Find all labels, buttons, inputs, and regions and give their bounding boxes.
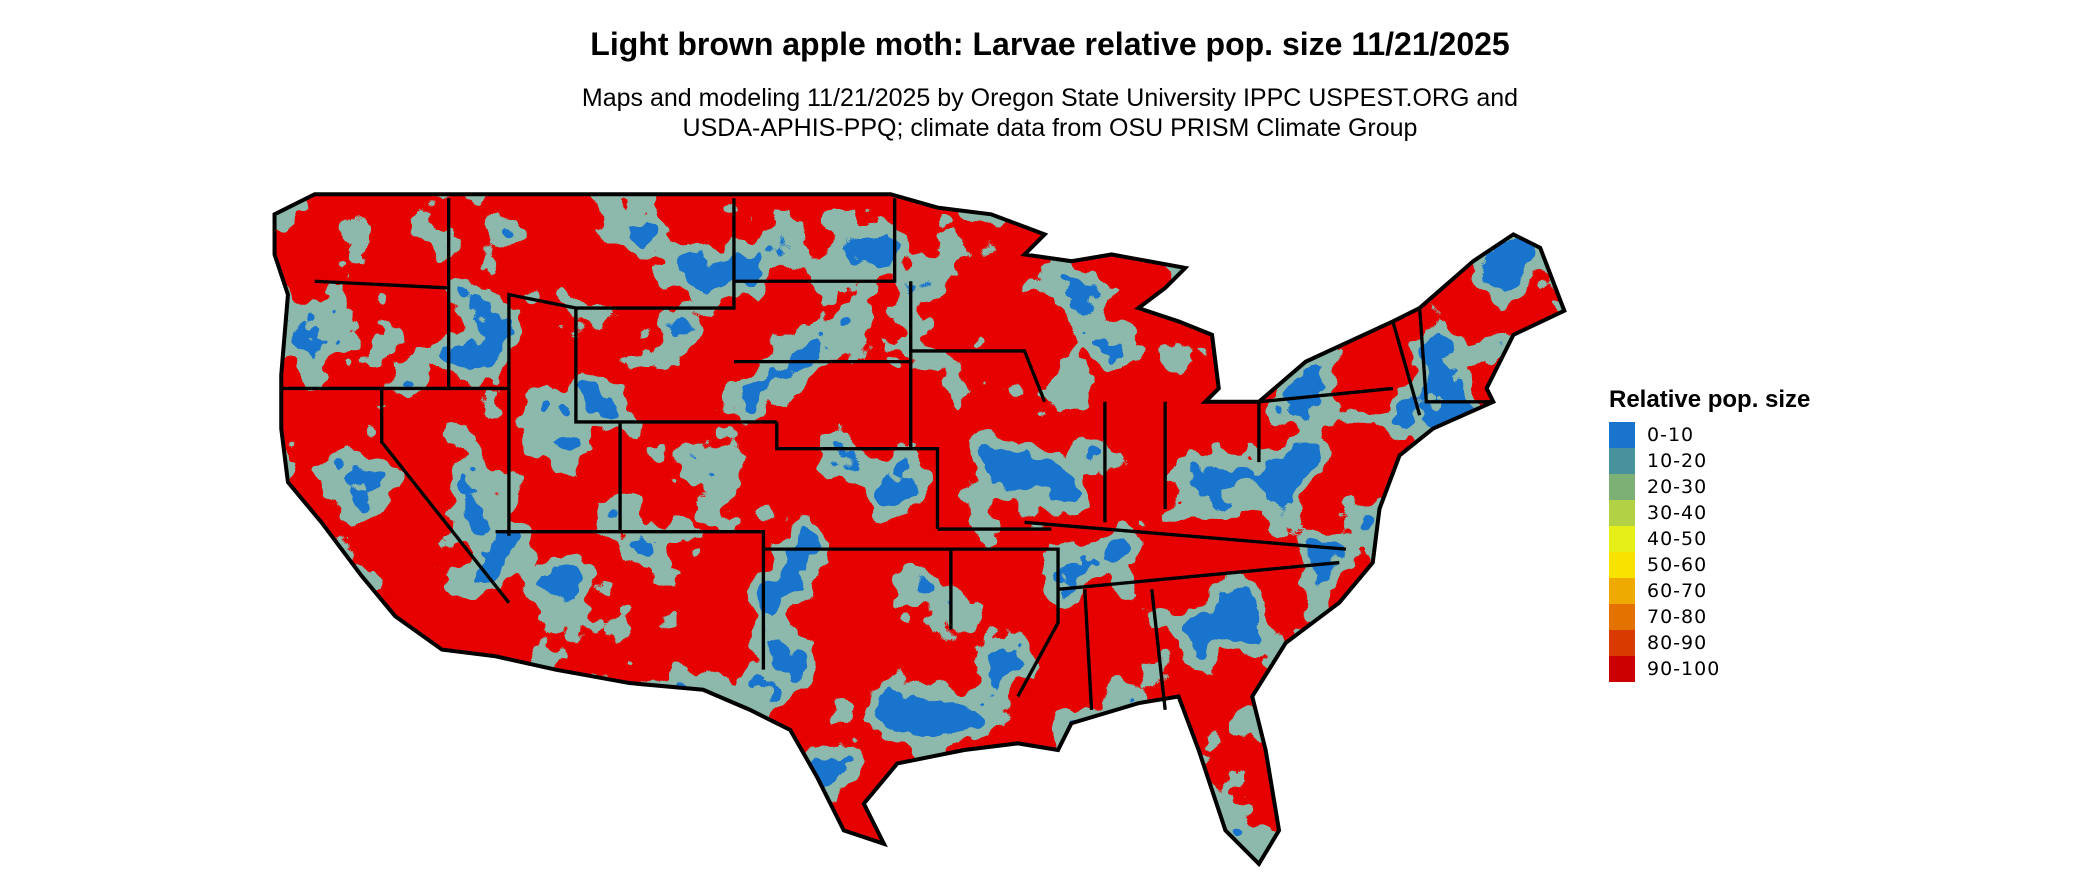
legend-swatch (1609, 474, 1635, 500)
legend-label: 30-40 (1647, 502, 1708, 524)
legend-title: Relative pop. size (1609, 386, 1811, 413)
legend-swatch (1609, 422, 1635, 448)
legend-swatch (1609, 578, 1635, 604)
legend-swatch (1609, 630, 1635, 656)
legend-label: 0-10 (1647, 424, 1695, 446)
legend-label: 70-80 (1647, 606, 1708, 628)
legend-swatch (1609, 656, 1635, 682)
map-title: Light brown apple moth: Larvae relative … (590, 26, 1510, 62)
legend-label: 20-30 (1647, 476, 1708, 498)
legend-item: 30-40 (1609, 500, 1810, 526)
legend-item: 80-90 (1609, 630, 1810, 656)
legend-swatch (1609, 448, 1635, 474)
legend-swatch (1609, 500, 1635, 526)
legend-item: 40-50 (1609, 526, 1810, 552)
legend-swatch (1609, 552, 1635, 578)
legend: Relative pop. size 0-10 10-20 20-30 30-40 40… (1609, 386, 1810, 682)
legend-item: 90-100 (1609, 656, 1810, 682)
map-subtitle-line-1: Maps and modeling 11/21/2025 by Oregon S… (581, 84, 1519, 112)
legend-swatch (1609, 604, 1635, 630)
legend-label: 50-60 (1647, 554, 1708, 576)
legend-label: 60-70 (1647, 580, 1708, 602)
legend-label: 80-90 (1647, 632, 1708, 654)
legend-item: 50-60 (1609, 552, 1810, 578)
legend-item: 0-10 (1609, 422, 1810, 448)
legend-label: 90-100 (1647, 658, 1721, 680)
legend-item: 10-20 (1609, 448, 1810, 474)
legend-item: 60-70 (1609, 578, 1810, 604)
high-population-area (274, 194, 1565, 864)
legend-item: 20-30 (1609, 474, 1810, 500)
legend-label: 10-20 (1647, 450, 1708, 472)
legend-item: 70-80 (1609, 604, 1810, 630)
legend-label: 40-50 (1647, 528, 1708, 550)
legend-swatch (1609, 526, 1635, 552)
map-subtitle-line-2: USDA-APHIS-PPQ; climate data from OSU PR… (682, 114, 1418, 142)
state-borders (275, 194, 1565, 864)
